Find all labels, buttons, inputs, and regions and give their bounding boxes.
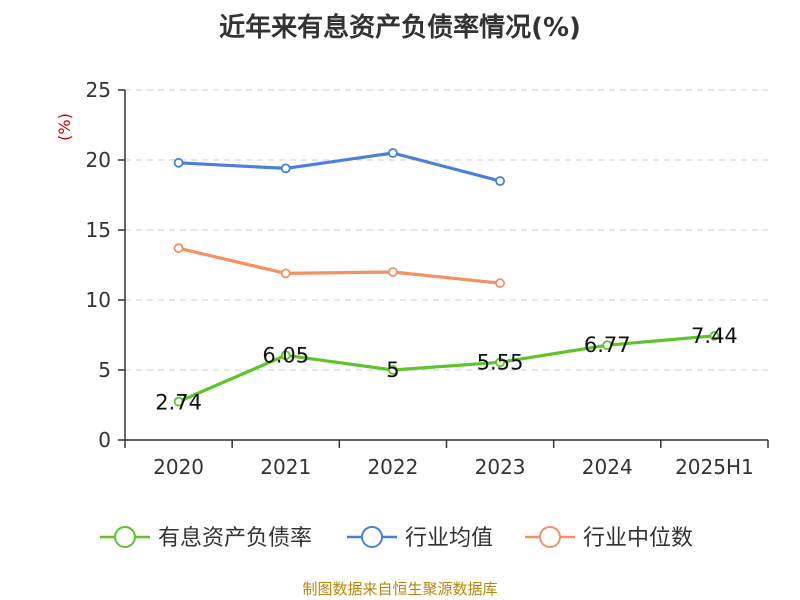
y-tick-label: 10 (86, 288, 111, 312)
data-label: 6.05 (262, 343, 309, 367)
data-label: 5 (386, 358, 399, 382)
legend-swatch-marker (539, 526, 561, 548)
data-label: 6.77 (584, 333, 631, 357)
y-tick-label: 20 (86, 148, 111, 172)
source-note: 制图数据来自恒生聚源数据库 (302, 580, 497, 598)
axis-layer: 0 5 10 15 20 25 2020 2021 2022 2023 2024 2025H1 (86, 78, 769, 479)
data-label: 2.74 (155, 391, 202, 415)
x-tick-label: 2022 (367, 455, 418, 479)
x-tick-label: 2025H1 (675, 455, 754, 479)
y-tick-label: 15 (86, 218, 111, 242)
data-point (280, 163, 291, 174)
chart-title: 近年来有息资产负债率情况(%) (219, 12, 581, 43)
x-tick-label: 2020 (153, 455, 204, 479)
data-point (280, 350, 291, 361)
y-tick-label: 25 (86, 78, 111, 102)
legend-label: 行业中位数 (583, 526, 693, 551)
data-point (602, 340, 613, 351)
y-tick-label: 0 (98, 428, 111, 452)
data-point (173, 157, 184, 168)
x-tick-label: 2023 (475, 455, 526, 479)
data-point (495, 357, 505, 368)
data-point (173, 243, 184, 254)
x-tick-label: 2021 (260, 455, 311, 479)
legend-label: 有息资产负债率 (158, 526, 312, 551)
grid-layer (125, 89, 768, 371)
data-point (173, 396, 184, 407)
legend-swatch-marker (361, 526, 383, 548)
series-line-0 (177, 334, 715, 404)
data-label-layer: 2.74 6.05 5 5.55 6.77 7.44 (155, 324, 738, 415)
series-line-2 (178, 246, 501, 285)
legend-swatch-marker (114, 526, 136, 548)
x-tick-label: 2024 (582, 455, 633, 479)
data-point (388, 148, 398, 158)
data-label: 5.55 (477, 350, 524, 374)
y-axis-unit: (%) (55, 113, 74, 141)
data-point (280, 268, 291, 279)
data-point (709, 330, 720, 341)
legend: 有息资产负债率 行业均值 行业中位数 (100, 526, 693, 551)
series-line-1 (178, 151, 501, 183)
data-point (495, 278, 505, 289)
data-label: 7.44 (691, 324, 738, 348)
legend-label: 行业均值 (405, 526, 493, 551)
data-point (388, 267, 398, 277)
data-point (495, 176, 505, 186)
y-tick-label: 5 (98, 358, 111, 382)
data-point (388, 365, 398, 375)
series-layer (173, 148, 720, 407)
